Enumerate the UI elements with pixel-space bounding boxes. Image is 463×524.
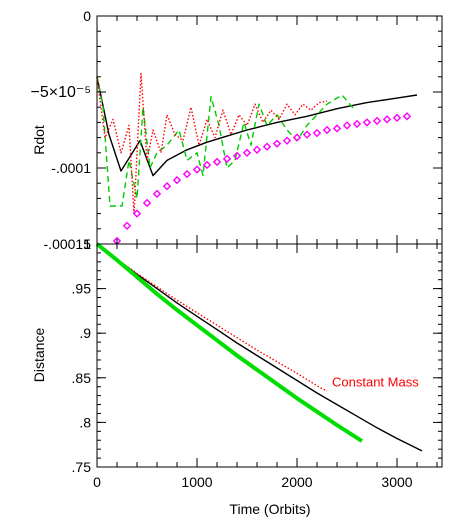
- top-plot: 0 −5×10⁻⁵ -.0001 -.00015 Rdot: [31, 8, 443, 252]
- top-series-3-marker-19: [302, 130, 312, 139]
- top-series-3-marker-24: [352, 119, 362, 129]
- top-y-tick-label: −5×10⁻⁵: [31, 84, 91, 101]
- top-series-3-marker-20: [312, 128, 322, 138]
- top-series-3-marker-13: [242, 148, 252, 157]
- top-series-3-marker-12: [232, 151, 242, 161]
- bottom-plot: .75 .8 .85 .9 .95 1 0 1000 2000 3000 Constant Mas…: [31, 236, 443, 517]
- top-tick-layer: 0 −5×10⁻⁵ -.0001 -.00015: [31, 8, 442, 252]
- top-series-3-marker-5: [162, 182, 172, 191]
- top-series-3-marker-22: [332, 124, 342, 133]
- x-axis-label: Time (Orbits): [229, 501, 310, 517]
- top-series-3-marker-16: [272, 139, 282, 148]
- bottom-y-tick-label: .95: [72, 281, 92, 297]
- top-series-1-line: [96, 76, 356, 207]
- top-series-3-marker-29: [402, 112, 412, 121]
- bottom-plot-frame: [96, 243, 443, 468]
- top-plot-frame: [96, 15, 443, 245]
- bottom-annotation-constant-mass: Constant Mass: [332, 374, 419, 389]
- top-series-3-marker-11: [222, 154, 232, 164]
- top-series-3-marker-21: [322, 125, 332, 135]
- top-y-axis-label: Rdot: [31, 125, 47, 155]
- x-tick-label: 2000: [281, 474, 312, 490]
- bottom-y-tick-label: 1: [83, 236, 91, 252]
- top-series-3-marker-15: [262, 142, 272, 151]
- bottom-series-1-line: [96, 243, 328, 392]
- top-series-3-marker-28: [392, 113, 402, 123]
- x-tick-label: 3000: [381, 474, 412, 490]
- top-series-3-marker-23: [342, 121, 352, 130]
- top-series-layer: [96, 73, 418, 246]
- top-y-tick-label: -.0001: [51, 160, 91, 176]
- x-tick-label: 1000: [181, 474, 212, 490]
- top-series-3-marker-4: [152, 189, 162, 199]
- top-series-3-marker-25: [362, 118, 372, 127]
- top-series-3-marker-9: [202, 160, 212, 170]
- bottom-y-tick-label: .85: [72, 370, 92, 386]
- top-series-3-marker-2: [132, 209, 142, 218]
- top-series-3-marker-14: [252, 145, 262, 154]
- top-y-tick-label: 0: [83, 8, 91, 24]
- top-series-3-marker-8: [192, 165, 202, 174]
- top-series-3-marker-18: [292, 133, 302, 142]
- top-series-3-marker-3: [142, 198, 152, 208]
- top-series-2-line: [96, 73, 328, 215]
- top-y-tick-label: -.00015: [44, 236, 92, 252]
- top-series-3-marker-17: [282, 136, 292, 145]
- x-tick-label: 0: [93, 474, 101, 490]
- bottom-y-tick-label: .75: [72, 459, 92, 475]
- bottom-y-tick-label: .8: [79, 414, 91, 430]
- top-series-3-marker-6: [172, 175, 182, 185]
- top-series-3-marker-26: [372, 116, 382, 126]
- bottom-series-2-line: [95, 242, 364, 443]
- top-series-3-marker-7: [182, 169, 192, 179]
- top-series-3-marker-10: [212, 157, 222, 167]
- top-series-3-marker-27: [382, 115, 392, 124]
- bottom-tick-layer: .75 .8 .85 .9 .95 1 0 1000 2000 3000: [72, 236, 442, 490]
- bottom-series-layer: [95, 242, 423, 452]
- bottom-y-tick-label: .9: [79, 325, 91, 341]
- bottom-y-axis-label: Distance: [31, 328, 47, 383]
- bottom-series-0-line: [96, 243, 423, 452]
- top-series-3-marker-1: [122, 221, 132, 230]
